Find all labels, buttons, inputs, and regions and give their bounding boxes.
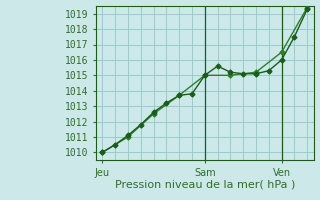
X-axis label: Pression niveau de la mer( hPa ): Pression niveau de la mer( hPa )	[115, 179, 295, 189]
